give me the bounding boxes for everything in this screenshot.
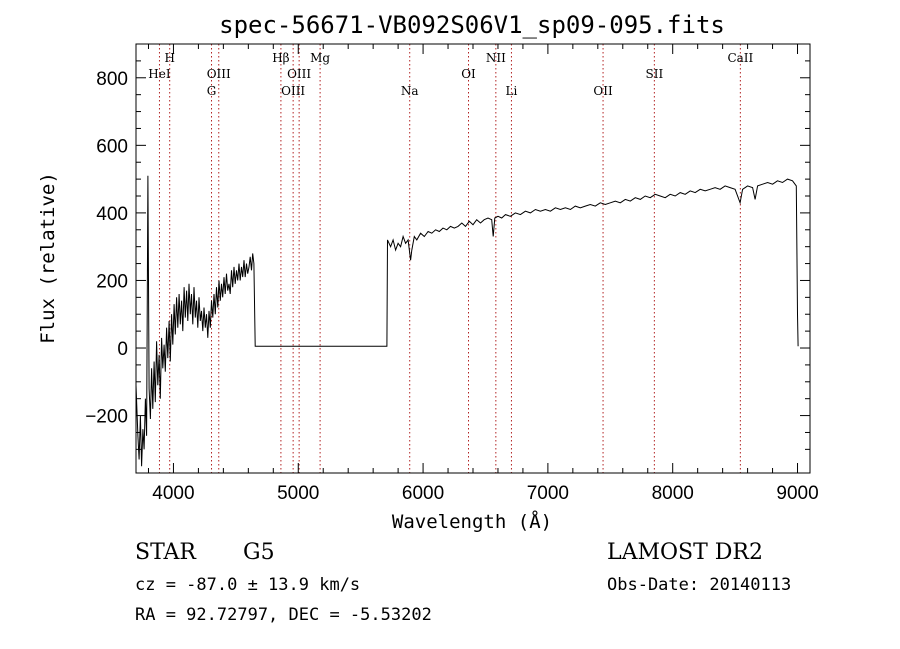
y-tick-label-1: 0 [117, 339, 128, 360]
spectral-line-label-6: OIII [287, 67, 311, 81]
object-subclass: G5 [243, 540, 275, 565]
y-tick-label-5: 800 [96, 69, 128, 90]
x-tick-label-1: 5000 [277, 483, 319, 504]
y-axis-label: Flux (relative) [37, 172, 59, 344]
survey-name: LAMOST DR2 [607, 540, 763, 565]
spectral-line-label-7: Mg [310, 51, 330, 65]
spectral-line-label-2: G [207, 84, 217, 98]
spectral-line-label-3: OIII [207, 67, 231, 81]
axis-ticks-layer: 4000 5000 6000 7000 8000 9000 −200 0 200 400 600 80… [85, 44, 819, 504]
y-tick-label-2: 200 [96, 271, 128, 292]
chart-title: spec-56671-VB092S06V1_sp09-095.fits [219, 11, 725, 39]
ra-dec-coordinates: RA = 92.72797, DEC = -5.53202 [135, 605, 432, 625]
spectral-line-label-0: HeI [148, 67, 171, 81]
x-tick-label-4: 8000 [652, 483, 694, 504]
spectrum-series-line [135, 175, 799, 467]
plot-frame [135, 43, 811, 474]
spectral-line-label-4: Hβ [272, 51, 289, 65]
redshift-velocity: cz = -87.0 ± 13.9 km/s [135, 575, 360, 595]
spectral-line-label-5: OIII [281, 84, 305, 98]
spectral-line-label-11: Li [506, 84, 518, 98]
x-tick-label-2: 6000 [402, 483, 444, 504]
spectral-line-label-1: H [164, 51, 174, 65]
spectral-lines-layer: HeI H G OIII Hβ OIII OIII Mg Na OI NII Li OII SII CaII [148, 44, 754, 473]
x-tick-label-3: 7000 [527, 483, 569, 504]
y-tick-label-0: −200 [85, 407, 128, 428]
spectral-line-label-13: SII [646, 67, 664, 81]
y-tick-label-4: 600 [96, 136, 128, 157]
spectral-line-label-14: CaII [727, 51, 753, 65]
x-tick-label-0: 4000 [152, 483, 194, 504]
x-tick-label-5: 9000 [776, 483, 818, 504]
y-tick-label-3: 400 [96, 204, 128, 225]
spectral-line-label-12: OII [593, 84, 613, 98]
spectral-line-label-9: OI [461, 67, 476, 81]
x-axis-label: Wavelength (Å) [392, 510, 552, 533]
spectral-line-label-8: Na [401, 84, 419, 98]
spectral-line-label-10: NII [486, 51, 506, 65]
object-class: STAR [135, 540, 197, 565]
observation-date: Obs-Date: 20140113 [607, 575, 791, 595]
